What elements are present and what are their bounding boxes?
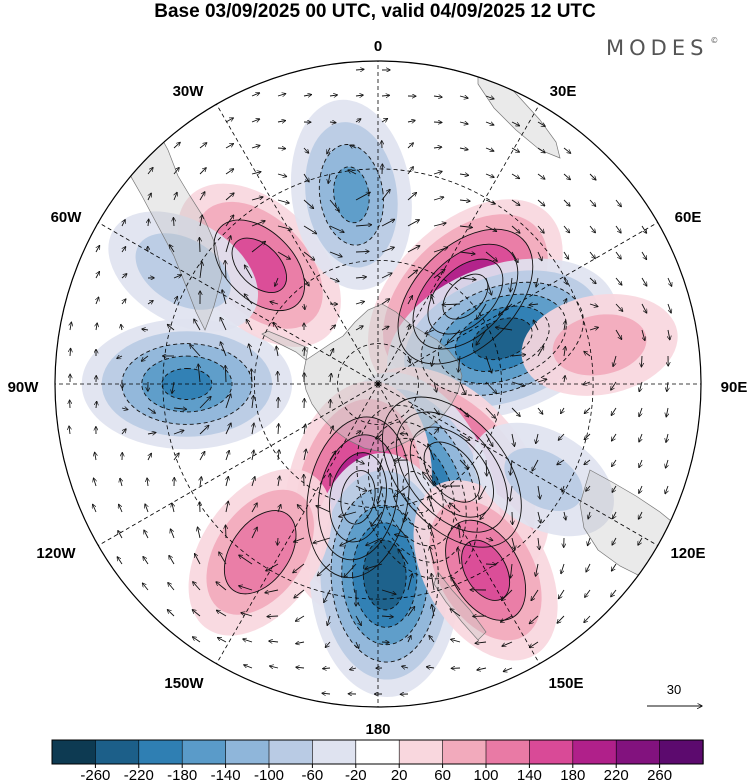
lon-label-150w: 150W [164,675,204,692]
colorbar-tick-label: -140 [211,767,241,783]
lon-label-150e: 150E [548,675,583,692]
anomaly-center-12 [521,293,678,396]
colorbar-tick-label: 140 [517,767,542,783]
lon-label-180: 180 [365,721,390,738]
anomaly-center-10 [290,99,412,290]
map-title: Base 03/09/2025 00 UTC, valid 04/09/2025… [154,1,596,22]
colorbar-tick-label: -60 [302,767,324,783]
reference-vector: 30 [647,682,702,706]
colorbar-segment-10 [485,739,531,765]
map-boundary-circle [54,60,702,708]
graticule [55,61,701,707]
colorbar-segment-11 [529,739,574,765]
colorbar-tick-label: 60 [434,767,451,783]
colorbar-segment-12 [572,739,617,765]
colorbar-tick-label: -260 [80,767,110,783]
lon-label-30w: 30W [173,83,205,100]
lon-label-120w: 120W [36,545,76,562]
colorbar-tick-label: 180 [560,767,585,783]
colorbar-tick-label: -180 [167,767,197,783]
antarctic-peninsula [261,330,309,361]
colorbar-segment-13 [615,739,661,765]
reference-vector-label: 30 [667,682,681,697]
modes-logo: MODES © [606,36,718,60]
colorbar-tick-label: -100 [254,767,284,783]
colorbar-segment-4 [225,739,270,765]
colorbar-tick-label: 260 [647,767,672,783]
colorbar-segment-5 [268,739,314,765]
colorbar-tick-label: -20 [345,767,367,783]
colorbar-segment-3 [181,739,227,765]
wind-vectors [69,69,672,694]
lon-label-90w: 90W [8,379,40,396]
colorbar-segment-9 [442,739,487,765]
australia [579,469,697,583]
colorbar-segment-0 [51,739,97,765]
colorbar-tick-label: 20 [391,767,408,783]
colorbar-segment-6 [312,739,357,765]
colorbar-segment-8 [398,739,444,765]
colorbar-segment-1 [95,739,140,765]
colorbar-tick-label: 220 [604,767,629,783]
colorbar-segment-14 [659,739,704,765]
lon-label-60w: 60W [51,209,83,226]
lon-label-120e: 120E [670,545,705,562]
modes-logo-mark: © [710,36,719,45]
lon-label-0: 0 [374,38,382,55]
colorbar-tick-label: 100 [473,767,498,783]
modes-logo-text: MODES [606,36,709,60]
colorbar-segment-7 [355,739,400,765]
africa-tip [477,61,561,159]
lon-label-30e: 30E [550,83,577,100]
colorbar-segment-2 [138,739,183,765]
lon-label-90e: 90E [721,379,748,396]
lon-label-60e: 60E [675,209,702,226]
colorbar: -260 -220 -180 -140 -100 -60 -20 20 60 100 140 180 2… [51,739,704,783]
colorbar-tick-label: -220 [124,767,154,783]
